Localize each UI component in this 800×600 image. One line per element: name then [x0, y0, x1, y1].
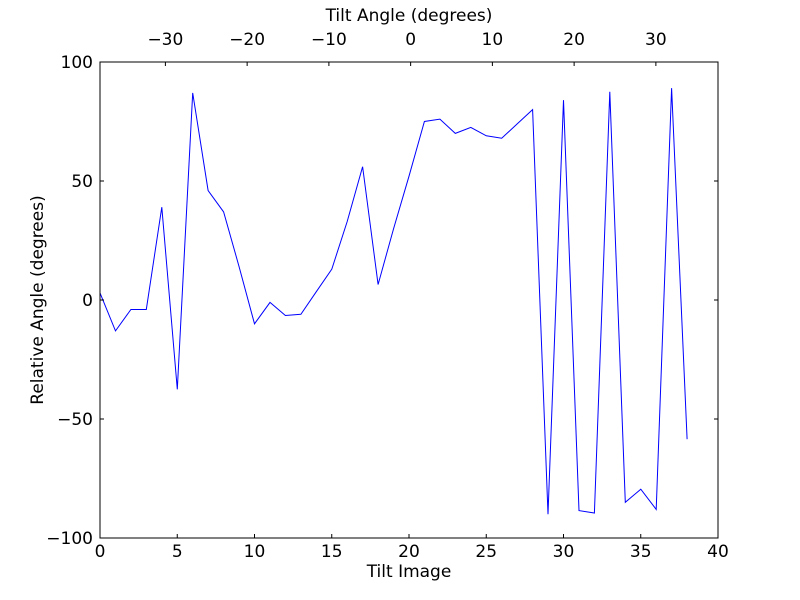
x-tick-label: 15	[321, 542, 343, 562]
x2-tick-label: −10	[311, 30, 347, 50]
x-tick-label: 0	[95, 542, 106, 562]
y-tick-label: −100	[46, 529, 93, 549]
x2-tick-label: −30	[147, 30, 183, 50]
y-tick-label: 100	[61, 53, 93, 73]
x-tick-label: 25	[475, 542, 497, 562]
y-tick-label: −50	[57, 410, 93, 430]
x-tick-label: 35	[630, 542, 652, 562]
data-line	[99, 88, 688, 515]
x2-tick-label: 20	[563, 30, 585, 50]
x2-tick-label: −20	[229, 30, 265, 50]
x-tick-label: 30	[553, 542, 575, 562]
x-tick-label: 10	[244, 542, 266, 562]
x-tick-label: 20	[398, 542, 420, 562]
x-axis-title: Tilt Image	[366, 562, 452, 582]
x2-tick-label: 0	[405, 30, 416, 50]
y-tick-label: 0	[82, 291, 93, 311]
top-axis-title: Tilt Angle (degrees)	[325, 6, 493, 26]
axes-frame	[99, 61, 719, 539]
x2-tick-label: 30	[645, 30, 667, 50]
x-tick-label: 40	[707, 542, 729, 562]
x2-tick-label: 10	[482, 30, 504, 50]
y-axis-title: Relative Angle (degrees)	[28, 195, 48, 405]
x-tick-label: 5	[172, 542, 183, 562]
y-tick-label: 50	[71, 172, 93, 192]
